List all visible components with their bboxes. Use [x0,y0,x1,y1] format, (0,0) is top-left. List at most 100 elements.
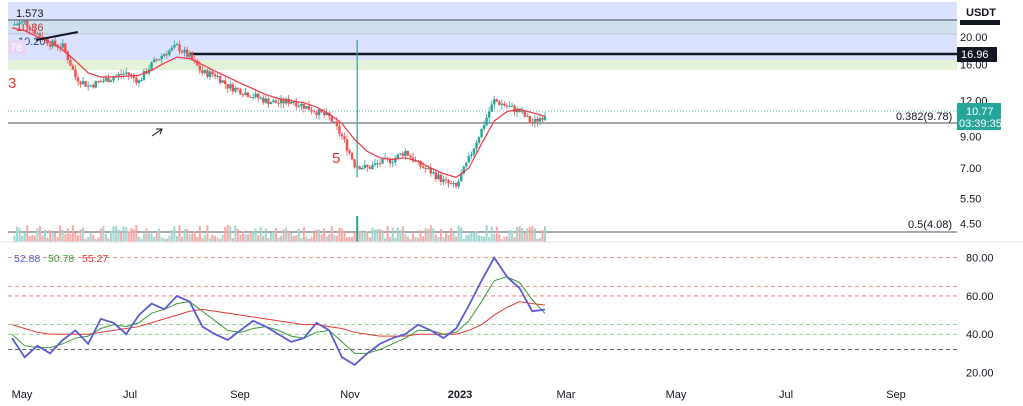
volume-bar [313,232,316,242]
volume-bar [186,229,189,242]
candle-body [251,97,255,99]
time-tick-label: Sep [230,389,250,401]
candle-body [168,50,171,55]
candle-body [533,118,537,124]
candle-body [523,111,526,117]
candle-body [287,98,290,104]
volume-bar [538,237,541,242]
candle-body [201,70,204,74]
candle-body [140,80,143,82]
candle-body [272,100,275,103]
candle-body [399,153,402,155]
candle-body [246,92,250,97]
volume-bar [150,233,153,242]
volume-bar [422,236,425,242]
candle-body [358,166,361,170]
candle-body [409,155,412,158]
volume-bar [23,232,26,242]
volume-bar [335,236,338,242]
candle-body [79,81,82,85]
rsi-tick-label: 20.00 [966,368,994,380]
volume-bar [99,228,102,242]
volume-bar [26,225,29,242]
volume-bar [36,228,39,242]
candle-body [236,87,240,90]
volume-bar [125,227,128,242]
volume-bar [231,238,234,242]
volume-bar [351,236,354,242]
candle-body [53,40,57,46]
volume-bar [452,233,455,242]
candle-body [460,173,463,182]
fib-zone-upper [8,2,957,20]
candle-body [388,158,392,164]
volume-bar [490,226,493,242]
volume-bar [498,234,501,242]
rsi-series-line [11,255,546,366]
volume-bar [505,236,508,242]
volume-bar [310,237,313,242]
candle-body [234,87,237,92]
candle-body [94,81,97,88]
currency-underline [960,20,1000,25]
volume-bar [521,227,524,242]
volume-bar [236,229,239,242]
volume-bar [188,234,191,242]
volume-bar [226,225,229,242]
candle-body [89,85,92,87]
volume-bar [485,225,488,242]
volume-bar [244,234,247,242]
volume-bar [46,237,49,242]
candle-body [350,152,354,160]
volume-bar [371,227,374,242]
level-05-label: 0.5(4.08) [908,219,952,231]
volume-bar [264,228,267,242]
volume-bar [401,226,404,242]
candle-body [262,97,265,103]
volume-bar [386,226,389,242]
candle-body [48,44,52,47]
time-axis[interactable]: May Jul Sep Nov 2023 Mar May Jul Sep [12,389,906,401]
candle-body [216,76,219,78]
candle-body [198,65,202,71]
candle-body [401,153,405,156]
volume-bar [373,229,376,242]
candle-body [165,54,169,56]
volume-bar [274,227,277,242]
volume-bar [325,236,328,242]
volume-bar [219,238,222,242]
volume-bar [333,234,336,242]
volume-bar [277,237,280,242]
candle-body [109,80,113,82]
rsi-axis[interactable]: 80.00 60.00 40.00 20.00 [966,253,994,380]
volume-bar [203,235,206,242]
candle-body [345,139,349,151]
candle-body [142,71,146,81]
candle-body [353,159,356,168]
volume-bar [69,233,72,242]
candle-body [518,108,521,113]
volume-bar [234,225,237,242]
candle-body [477,137,481,143]
volume-bar [379,229,382,242]
volume-bar [320,234,323,242]
volume-bar [399,230,402,242]
candle-body [493,99,496,105]
rsi-legend: 52.88 50.78 55.27 [14,253,108,265]
volume-bar [181,236,184,242]
time-tick-label: 2023 [448,389,472,401]
price-candles [13,20,547,189]
time-tick-label: May [666,389,687,401]
volume-bar [536,238,539,242]
volume-bar [87,236,90,242]
last-price-value: 10.77 [966,106,994,118]
volume-bar [82,227,85,242]
candle-body [211,71,214,75]
volume-bar [475,231,478,242]
volume-bar [417,238,420,242]
volume-bar [437,236,440,242]
candle-body [125,72,128,74]
volume-bar [132,228,135,242]
